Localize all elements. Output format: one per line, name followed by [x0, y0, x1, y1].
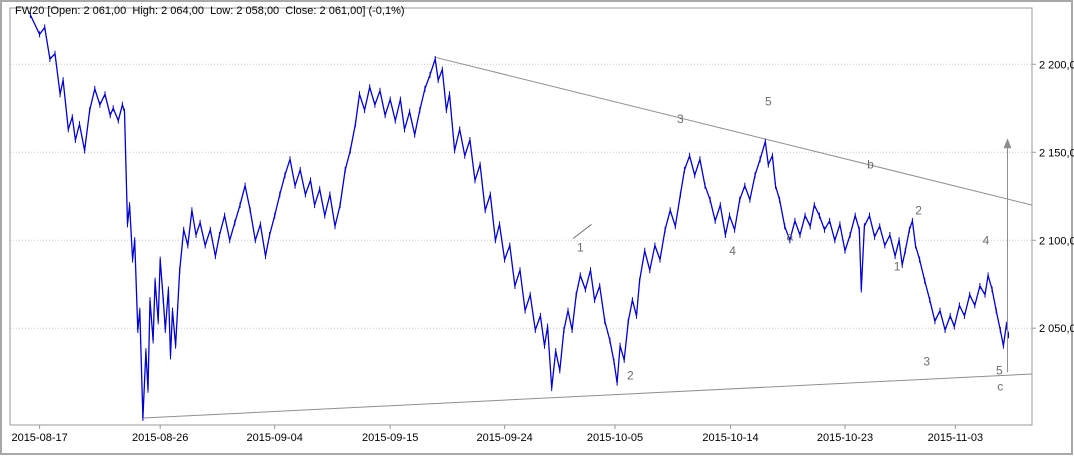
- wave-label-b: b: [867, 158, 874, 172]
- y-axis-label: 2 100,0: [1039, 235, 1074, 247]
- x-axis-label: 2015-08-17: [11, 432, 67, 444]
- wave-label-3: 3: [923, 355, 930, 369]
- x-axis-label: 2015-11-03: [928, 432, 983, 444]
- x-axis-label: 2015-09-04: [247, 432, 303, 444]
- x-axis-label: 2015-10-14: [702, 432, 758, 444]
- wave1-marker-line: [572, 224, 592, 239]
- x-axis-label: 2015-10-05: [587, 432, 643, 444]
- plot-frame: [9, 7, 1033, 426]
- x-axis-label: 2015-08-26: [132, 432, 188, 444]
- projection-arrow-head: [1003, 138, 1012, 149]
- descending-resistance-trendline: [435, 56, 1033, 206]
- wave-label-1: 1: [894, 260, 901, 274]
- instrument-info-label: FW20 [Open: 2 061,00 High: 2 064,00 Low:…: [15, 5, 405, 17]
- wave-label-2: 2: [915, 203, 922, 217]
- wave-label-2: 2: [627, 369, 634, 383]
- wave-label-4: 4: [729, 244, 736, 258]
- x-axis-label: 2015-09-24: [476, 432, 532, 444]
- y-axis-label: 2 150,0: [1039, 147, 1074, 159]
- y-axis-label: 2 200,0: [1039, 59, 1074, 71]
- wave-label-c: c: [997, 379, 1003, 393]
- x-axis-label: 2015-09-15: [362, 432, 418, 444]
- wave-label-5: 5: [765, 94, 772, 108]
- price-bars: [29, 12, 1009, 421]
- ascending-support-trendline: [142, 373, 1033, 419]
- wave-label-3: 3: [677, 112, 684, 126]
- wave-label-5: 5: [996, 364, 1003, 378]
- price-line: [29, 14, 1010, 419]
- y-axis-label: 2 050,0: [1039, 323, 1074, 335]
- x-axis-label: 2015-10-23: [817, 432, 873, 444]
- wave-label-4: 4: [983, 233, 990, 247]
- wave-label-a: a: [786, 230, 793, 244]
- wave-label-1: 1: [577, 240, 584, 254]
